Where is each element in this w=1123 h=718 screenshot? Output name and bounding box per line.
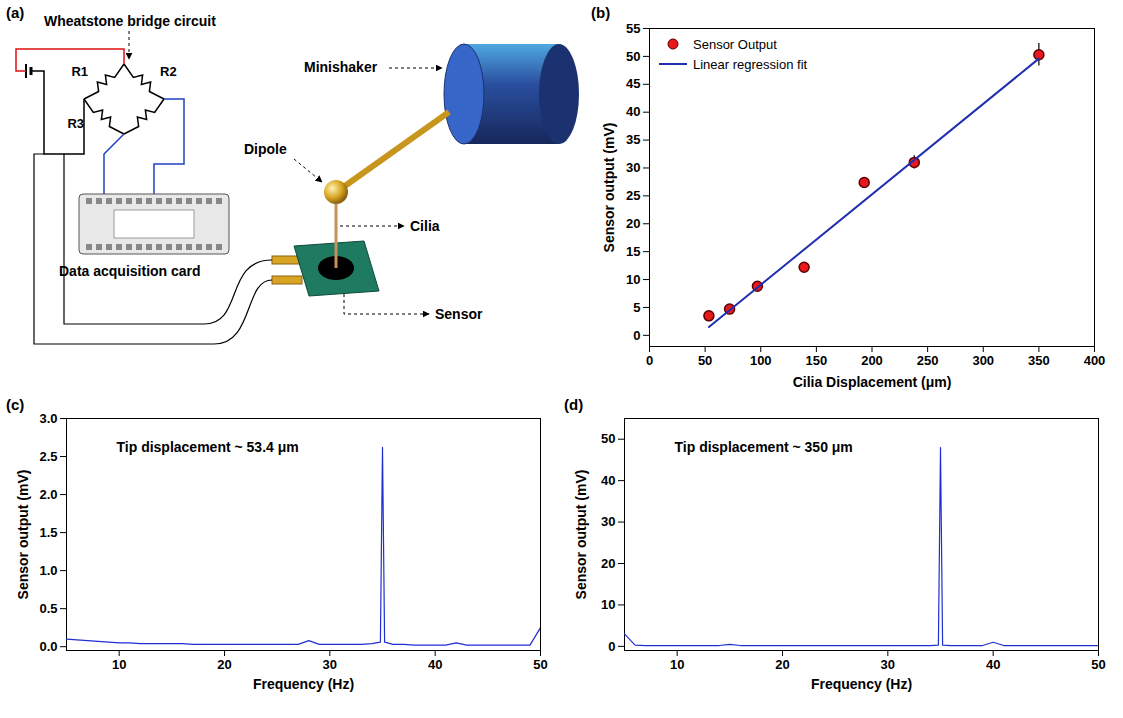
svg-text:Wheatstone bridge circuit: Wheatstone bridge circuit [44,13,216,29]
svg-text:Minishaker: Minishaker [304,59,378,75]
svg-text:30: 30 [323,657,337,672]
svg-text:350: 350 [1028,353,1050,368]
svg-text:2.5: 2.5 [39,449,57,464]
svg-text:400: 400 [1084,353,1106,368]
svg-text:1.5: 1.5 [39,525,57,540]
svg-text:55: 55 [626,21,640,36]
svg-text:10: 10 [112,657,126,672]
svg-text:R3: R3 [67,116,84,131]
svg-text:40: 40 [601,473,615,488]
svg-text:R1: R1 [71,64,88,79]
svg-text:2.0: 2.0 [39,487,57,502]
svg-text:50: 50 [626,49,640,64]
svg-text:25: 25 [626,188,640,203]
svg-text:40: 40 [986,657,1000,672]
svg-text:100: 100 [750,353,772,368]
svg-text:50: 50 [1091,657,1105,672]
svg-text:20: 20 [601,556,615,571]
svg-text:Sensor: Sensor [435,306,483,322]
svg-text:10: 10 [601,597,615,612]
svg-text:Cilia: Cilia [410,218,440,234]
svg-text:0: 0 [608,639,615,654]
svg-text:Frequency (Hz): Frequency (Hz) [253,676,354,692]
svg-text:Frequency (Hz): Frequency (Hz) [811,676,912,692]
svg-text:10: 10 [626,272,640,287]
svg-text:0.5: 0.5 [39,601,57,616]
svg-text:150: 150 [806,353,828,368]
html-text:(d): (d) [564,396,584,413]
svg-text:15: 15 [626,244,640,259]
html-text:(c): (c) [6,396,25,413]
svg-text:200: 200 [861,353,883,368]
svg-text:Tip displacement ~ 53.4 μm: Tip displacement ~ 53.4 μm [117,439,299,455]
svg-text:3.0: 3.0 [39,411,57,426]
svg-text:0: 0 [633,328,640,343]
html-text:(a): (a) [6,4,25,21]
svg-text:Sensor output (mV): Sensor output (mV) [601,123,617,253]
svg-text:50: 50 [698,353,712,368]
svg-text:0: 0 [646,353,653,368]
svg-text:1.0: 1.0 [39,563,57,578]
svg-text:35: 35 [626,132,640,147]
svg-text:Dipole: Dipole [244,141,287,157]
svg-text:Tip displacement ~ 350 μm: Tip displacement ~ 350 μm [675,439,853,455]
svg-text:20: 20 [626,216,640,231]
svg-text:30: 30 [881,657,895,672]
svg-text:30: 30 [601,514,615,529]
svg-text:0.0: 0.0 [39,639,57,654]
svg-text:R2: R2 [160,64,177,79]
svg-text:Cilia Displacement (μm): Cilia Displacement (μm) [793,374,952,390]
svg-text:30: 30 [626,160,640,175]
svg-text:40: 40 [626,104,640,119]
html-text:Linear regression fit: Linear regression fit [693,56,808,72]
svg-text:Sensor output (mV): Sensor output (mV) [573,470,589,600]
html-text:Sensor Output: Sensor Output [693,36,777,52]
svg-text:20: 20 [217,657,231,672]
svg-text:10: 10 [670,657,684,672]
svg-text:50: 50 [533,657,547,672]
html-text:(b): (b) [591,4,611,21]
svg-text:20: 20 [775,657,789,672]
svg-text:45: 45 [626,76,640,91]
svg-text:5: 5 [633,300,640,315]
svg-text:50: 50 [601,431,615,446]
svg-text:Data acquisition card: Data acquisition card [59,263,201,279]
svg-text:250: 250 [917,353,939,368]
svg-text:40: 40 [428,657,442,672]
svg-text:Sensor output (mV): Sensor output (mV) [15,470,31,600]
svg-text:300: 300 [972,353,994,368]
